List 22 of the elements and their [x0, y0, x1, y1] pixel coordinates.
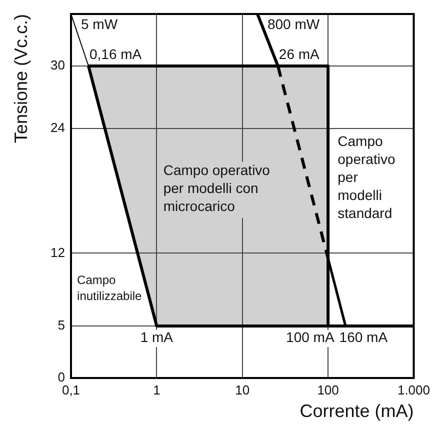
y-tick-label: 0 — [58, 370, 65, 385]
x-tick-label: 100 — [317, 382, 339, 398]
series-label: 800 mW — [267, 16, 320, 32]
x-tick-label: 1.000 — [397, 382, 430, 398]
annotation: 100 mA — [286, 328, 335, 345]
y-tick-label: 24 — [50, 120, 65, 135]
annotation: 0,16 mA — [89, 46, 142, 62]
annotation: 160 mA — [339, 328, 388, 345]
y-tick-label: 5 — [58, 318, 65, 333]
annotation: Campo operativo per modelli standard — [338, 133, 396, 222]
annotation: Campo operativo per modelli con microcarico — [163, 162, 270, 214]
x-tick-label: 1 — [153, 382, 160, 398]
annotation: 26 mA — [278, 46, 320, 62]
x-tick-label: 0,1 — [62, 382, 80, 398]
y-axis-title: Tensione (Vc.c.) — [10, 14, 31, 144]
x-axis-title: Corrente (mA) — [300, 401, 414, 422]
annotation: Campo inutilizzabile — [77, 272, 142, 303]
annotation: 1 mA — [140, 328, 174, 345]
y-tick-label: 30 — [50, 58, 65, 73]
x-tick-label: 10 — [235, 382, 250, 398]
series-label: 5 mW — [81, 16, 118, 32]
y-tick-label: 12 — [50, 244, 65, 260]
